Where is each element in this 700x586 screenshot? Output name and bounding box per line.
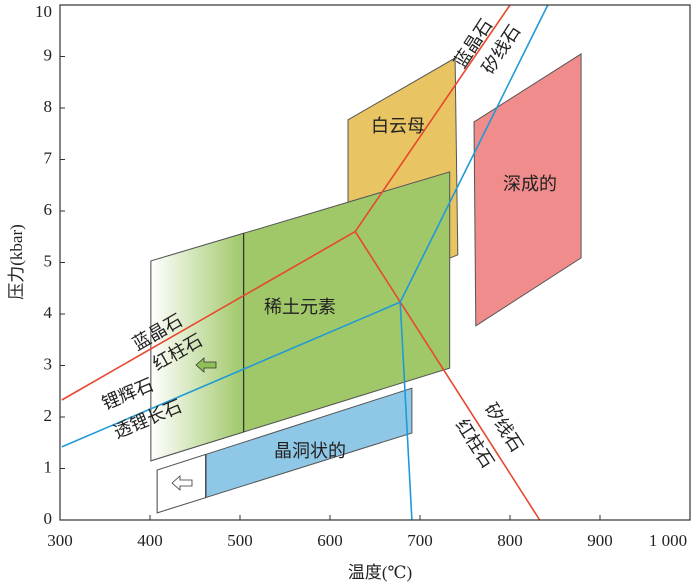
y-tick-label: 2 bbox=[44, 406, 53, 425]
phase-boundary bbox=[354, 231, 541, 521]
region bbox=[473, 53, 582, 327]
x-axis-label: 温度(℃) bbox=[348, 563, 412, 582]
arrow bbox=[171, 475, 193, 491]
region-label: 深成的 bbox=[503, 174, 557, 195]
x-tick-label: 600 bbox=[317, 531, 343, 550]
arrow bbox=[195, 357, 217, 373]
x-tick-label: 400 bbox=[137, 531, 163, 550]
region-label: 晶洞状的 bbox=[274, 441, 346, 462]
y-tick-label: 4 bbox=[44, 303, 53, 322]
region-label: 稀土元素 bbox=[264, 297, 336, 318]
phase-boundary bbox=[399, 302, 413, 521]
y-tick-label: 9 bbox=[44, 45, 53, 64]
y-tick-label: 6 bbox=[44, 200, 53, 219]
y-axis-label: 压力(kbar) bbox=[7, 224, 26, 300]
x-tick-label: 700 bbox=[407, 531, 433, 550]
x-tick-label: 1 000 bbox=[649, 531, 687, 550]
phase-boundary bbox=[61, 230, 356, 401]
y-tick-label: 5 bbox=[44, 251, 53, 270]
x-tick-label: 500 bbox=[227, 531, 253, 550]
y-tick-label: 1 bbox=[44, 457, 53, 476]
y-tick-label: 8 bbox=[44, 97, 53, 116]
y-tick-label: 0 bbox=[44, 509, 53, 528]
phase-boundary bbox=[399, 4, 549, 303]
y-tick-label: 10 bbox=[35, 2, 52, 21]
phase-boundary bbox=[61, 301, 401, 448]
region-label: 白云母 bbox=[371, 116, 425, 137]
x-tick-label: 900 bbox=[587, 531, 613, 550]
y-tick-label: 7 bbox=[44, 148, 53, 167]
x-tick-label: 800 bbox=[497, 531, 523, 550]
y-tick-label: 3 bbox=[44, 354, 53, 373]
x-tick-label: 300 bbox=[47, 531, 73, 550]
phase-boundary bbox=[354, 4, 511, 233]
